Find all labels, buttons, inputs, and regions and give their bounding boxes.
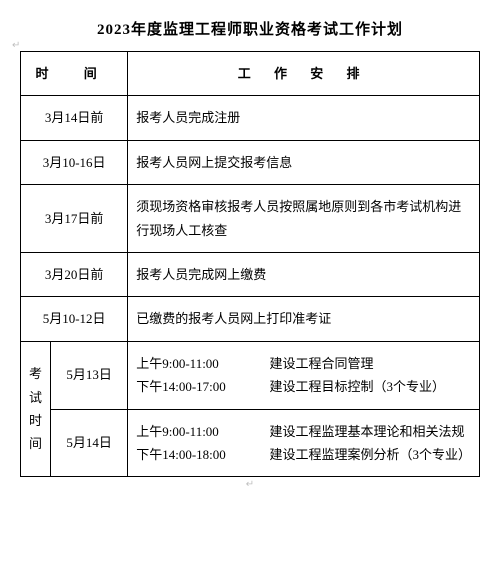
header-arrangement: 工 作 安 排 bbox=[128, 52, 480, 96]
table-row: 3月17日前 须现场资格审核报考人员按照属地原则到各市考试机构进行现场人工核查 bbox=[21, 185, 480, 253]
exam-label: 考 试 时 间 bbox=[21, 341, 51, 477]
exam-label-char: 试 bbox=[29, 390, 42, 405]
cell-desc: 报考人员完成注册 bbox=[128, 96, 480, 140]
exam-am-time: 上午9:00-11:00 bbox=[136, 420, 266, 443]
table-row: 3月20日前 报考人员完成网上缴费 bbox=[21, 252, 480, 296]
cell-date: 5月10-12日 bbox=[21, 297, 128, 341]
corner-mark-left: ↵ bbox=[12, 40, 20, 51]
cell-desc: 报考人员网上提交报考信息 bbox=[128, 140, 480, 184]
table-row: 3月14日前 报考人员完成注册 bbox=[21, 96, 480, 140]
page-title: 2023年度监理工程师职业资格考试工作计划 bbox=[10, 18, 490, 39]
exam-pm-subj: 建设工程监理案例分析（3个专业） bbox=[269, 447, 471, 462]
header-time: 时 间 bbox=[21, 52, 128, 96]
document-wrap: 2023年度监理工程师职业资格考试工作计划 ↵ 时 间 工 作 安 排 3月14… bbox=[10, 18, 490, 490]
exam-date: 5月14日 bbox=[51, 409, 128, 477]
exam-sessions: 上午9:00-11:00 建设工程监理基本理论和相关法规 下午14:00-18:… bbox=[128, 409, 480, 477]
cell-desc: 须现场资格审核报考人员按照属地原则到各市考试机构进行现场人工核查 bbox=[128, 185, 480, 253]
cell-date: 3月20日前 bbox=[21, 252, 128, 296]
exam-am-subj: 建设工程合同管理 bbox=[269, 356, 373, 371]
exam-row: 5月14日 上午9:00-11:00 建设工程监理基本理论和相关法规 下午14:… bbox=[21, 409, 480, 477]
cell-date: 3月10-16日 bbox=[21, 140, 128, 184]
exam-date: 5月13日 bbox=[51, 341, 128, 409]
exam-am: 上午9:00-11:00 建设工程合同管理 bbox=[136, 352, 471, 375]
table-row: 5月10-12日 已缴费的报考人员网上打印准考证 bbox=[21, 297, 480, 341]
cell-date: 3月17日前 bbox=[21, 185, 128, 253]
corner-mark-bottom: ↵ bbox=[10, 479, 490, 490]
exam-am-subj: 建设工程监理基本理论和相关法规 bbox=[269, 424, 464, 439]
exam-label-char: 间 bbox=[29, 436, 42, 451]
exam-label-char: 时 bbox=[29, 413, 42, 428]
exam-pm: 下午14:00-18:00 建设工程监理案例分析（3个专业） bbox=[136, 443, 471, 466]
table-row: 3月10-16日 报考人员网上提交报考信息 bbox=[21, 140, 480, 184]
cell-desc: 报考人员完成网上缴费 bbox=[128, 252, 480, 296]
cell-date: 3月14日前 bbox=[21, 96, 128, 140]
exam-label-char: 考 bbox=[29, 366, 42, 381]
exam-am-time: 上午9:00-11:00 bbox=[136, 352, 266, 375]
exam-pm-subj: 建设工程目标控制（3个专业） bbox=[269, 379, 445, 394]
table-header-row: 时 间 工 作 安 排 bbox=[21, 52, 480, 96]
exam-row: 考 试 时 间 5月13日 上午9:00-11:00 建设工程合同管理 下午14… bbox=[21, 341, 480, 409]
exam-am: 上午9:00-11:00 建设工程监理基本理论和相关法规 bbox=[136, 420, 471, 443]
schedule-table: 时 间 工 作 安 排 3月14日前 报考人员完成注册 3月10-16日 报考人… bbox=[20, 51, 480, 477]
exam-pm: 下午14:00-17:00 建设工程目标控制（3个专业） bbox=[136, 375, 471, 398]
exam-pm-time: 下午14:00-18:00 bbox=[136, 443, 266, 466]
exam-sessions: 上午9:00-11:00 建设工程合同管理 下午14:00-17:00 建设工程… bbox=[128, 341, 480, 409]
exam-pm-time: 下午14:00-17:00 bbox=[136, 375, 266, 398]
cell-desc: 已缴费的报考人员网上打印准考证 bbox=[128, 297, 480, 341]
